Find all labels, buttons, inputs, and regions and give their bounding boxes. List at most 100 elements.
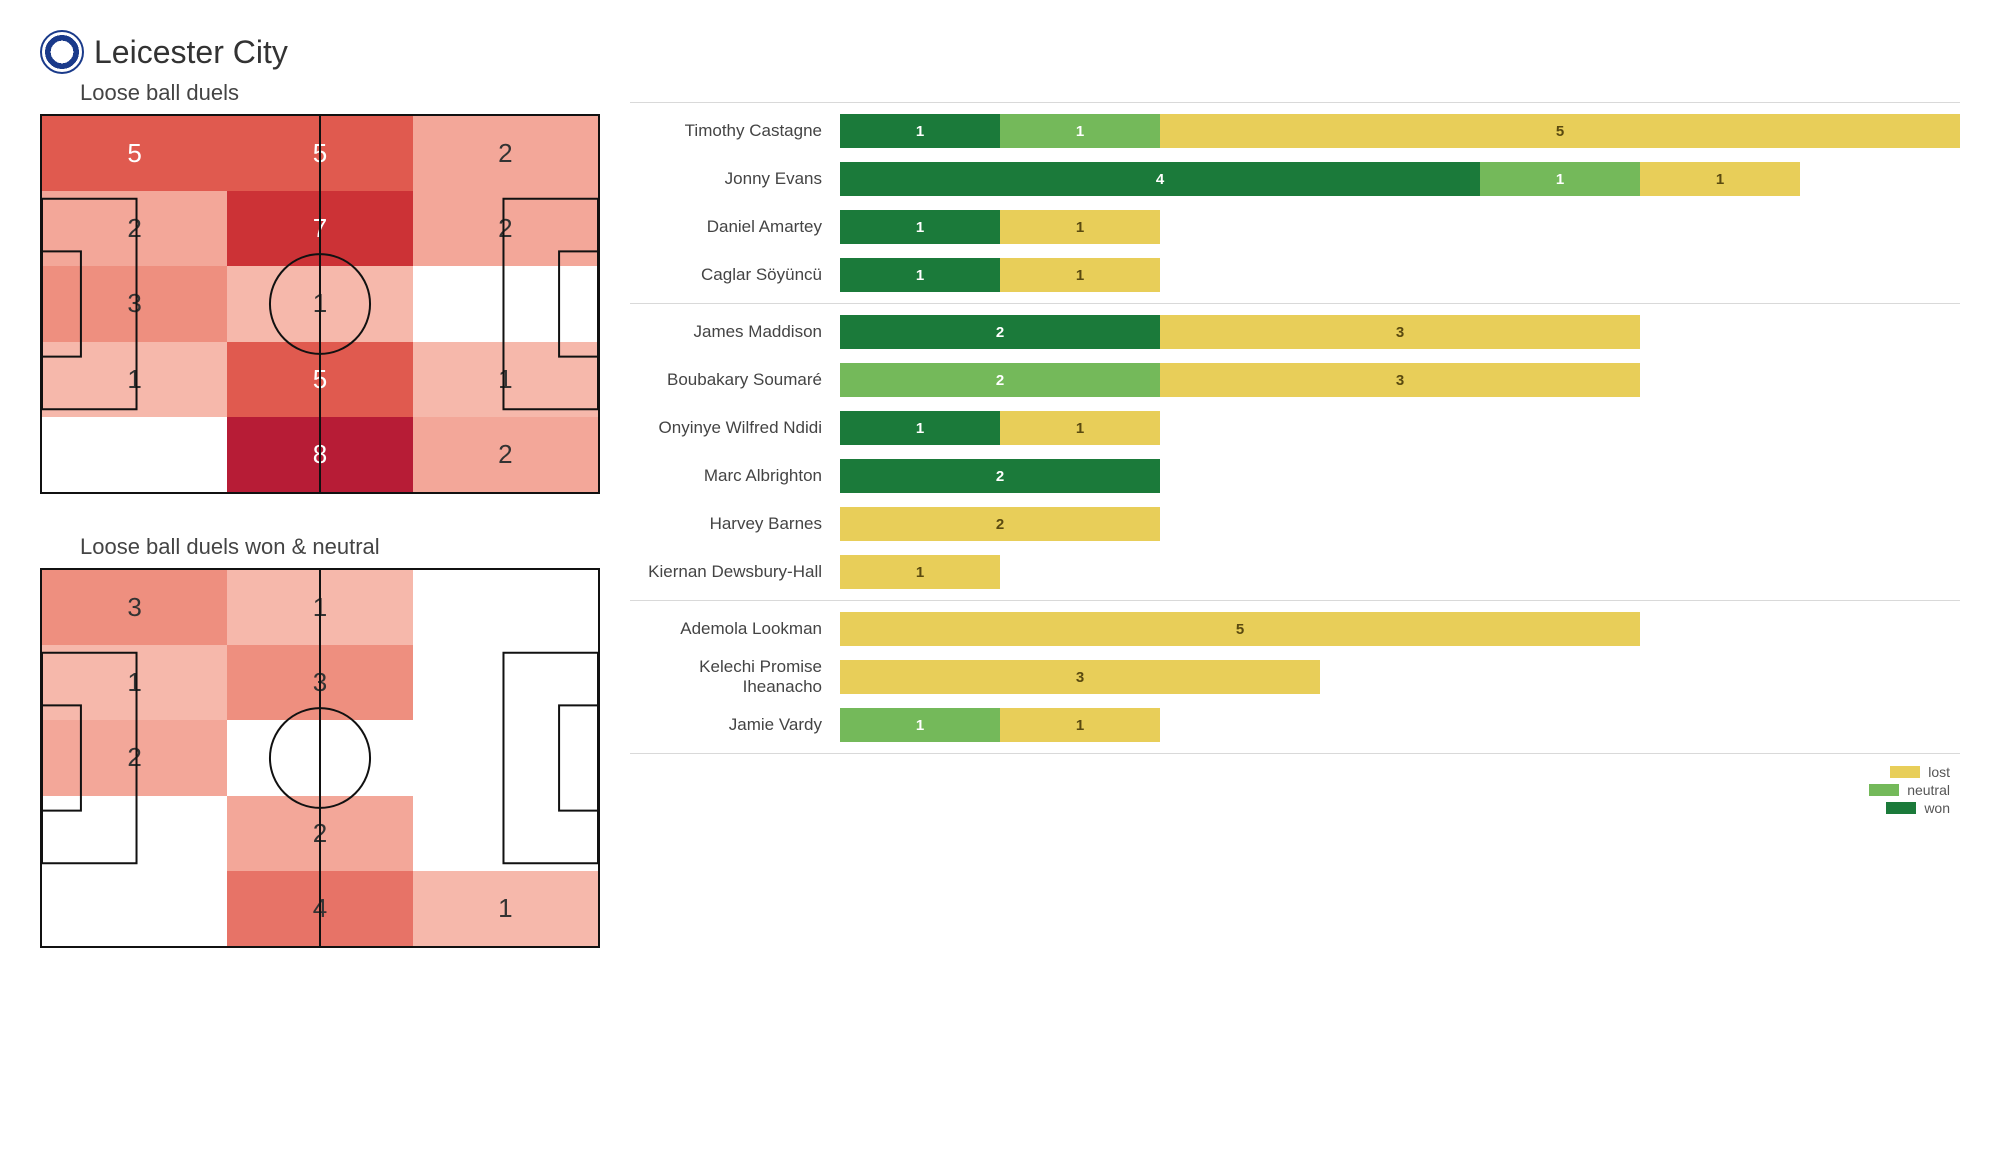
heatmap-cell: 2 (227, 796, 413, 871)
heatmap-cell (227, 720, 413, 795)
bar-segment-lost: 3 (1160, 363, 1640, 397)
bar-segment-lost: 1 (1640, 162, 1800, 196)
bar-segment-lost: 2 (840, 507, 1160, 541)
pitch-field: 31132241 (40, 568, 600, 948)
bar-track: 2 (840, 507, 1960, 541)
heatmap-cell: 5 (227, 116, 413, 191)
legend-item-lost: lost (1890, 764, 1950, 780)
heatmap-cell: 1 (42, 342, 227, 417)
heatmap-cell (413, 570, 598, 645)
player-row: Marc Albrighton2 (630, 452, 1960, 500)
player-row: Jonny Evans411 (630, 155, 1960, 203)
legend-item-won: won (1886, 800, 1950, 816)
bar-segment-lost: 1 (1000, 210, 1160, 244)
player-group: James Maddison23Boubakary Soumaré23Onyin… (630, 303, 1960, 600)
bar-segment-lost: 1 (840, 555, 1000, 589)
heatmap-cell (413, 720, 598, 795)
bar-legend: lost neutral won (630, 764, 1960, 816)
player-row: Boubakary Soumaré23 (630, 356, 1960, 404)
bar-segment-won: 2 (840, 315, 1160, 349)
legend-label: neutral (1907, 782, 1950, 798)
bar-track: 11 (840, 258, 1960, 292)
bar-track: 23 (840, 315, 1960, 349)
player-row: Caglar Söyüncü11 (630, 251, 1960, 299)
heatmap-cell: 3 (227, 645, 413, 720)
pitch-heatmap: Loose ball duels5522723115182 (40, 80, 600, 494)
heatmap-cell: 2 (42, 720, 227, 795)
bar-track: 11 (840, 411, 1960, 445)
player-name-label: Kelechi Promise Iheanacho (630, 657, 840, 696)
page-header: Leicester City (40, 30, 1960, 74)
heatmap-cell (413, 796, 598, 871)
player-name-label: Caglar Söyüncü (630, 265, 840, 285)
heatmap-cell (413, 266, 598, 341)
bar-segment-lost: 5 (1160, 114, 1960, 148)
heatmap-cell: 2 (413, 116, 598, 191)
player-name-label: James Maddison (630, 322, 840, 342)
player-row: Kiernan Dewsbury-Hall1 (630, 548, 1960, 596)
heatmap-cell: 2 (42, 191, 227, 266)
heatmap-cell: 3 (42, 266, 227, 341)
heatmap-cell: 2 (413, 191, 598, 266)
player-name-label: Jamie Vardy (630, 715, 840, 735)
heatmap-cell: 5 (42, 116, 227, 191)
player-name-label: Marc Albrighton (630, 466, 840, 486)
bar-track: 23 (840, 363, 1960, 397)
player-name-label: Kiernan Dewsbury-Hall (630, 562, 840, 582)
bar-segment-lost: 1 (1000, 708, 1160, 742)
heatmap-cell: 5 (227, 342, 413, 417)
player-row: Daniel Amartey11 (630, 203, 1960, 251)
heatmap-cell: 7 (227, 191, 413, 266)
player-row: Jamie Vardy11 (630, 701, 1960, 749)
pitch-title: Loose ball duels (80, 80, 600, 106)
bar-segment-won: 4 (840, 162, 1480, 196)
content-grid: Loose ball duels5522723115182Loose ball … (40, 80, 1960, 948)
bar-track: 115 (840, 114, 1960, 148)
bar-segment-won: 1 (840, 210, 1000, 244)
bar-track: 11 (840, 708, 1960, 742)
player-name-label: Harvey Barnes (630, 514, 840, 534)
bar-segment-neutral: 1 (840, 708, 1000, 742)
player-row: Ademola Lookman5 (630, 605, 1960, 653)
bar-segment-lost: 3 (840, 660, 1320, 694)
legend-label: won (1924, 800, 1950, 816)
bar-track: 1 (840, 555, 1960, 589)
bar-track: 2 (840, 459, 1960, 493)
player-name-label: Boubakary Soumaré (630, 370, 840, 390)
heatmap-cell: 1 (413, 342, 598, 417)
bar-segment-neutral: 1 (1000, 114, 1160, 148)
bar-segment-won: 1 (840, 411, 1000, 445)
player-name-label: Timothy Castagne (630, 121, 840, 141)
heatmap-cell (42, 871, 227, 946)
heatmap-cell (413, 645, 598, 720)
pitch-field: 5522723115182 (40, 114, 600, 494)
legend-swatch (1886, 802, 1916, 814)
heatmap-cell: 2 (413, 417, 598, 492)
legend-swatch (1869, 784, 1899, 796)
bar-track: 5 (840, 612, 1960, 646)
bar-segment-lost: 5 (840, 612, 1640, 646)
player-row: Kelechi Promise Iheanacho3 (630, 653, 1960, 701)
player-row: James Maddison23 (630, 308, 1960, 356)
page-title: Leicester City (94, 34, 288, 71)
player-group: Ademola Lookman5Kelechi Promise Iheanach… (630, 600, 1960, 753)
player-row: Timothy Castagne115 (630, 107, 1960, 155)
player-name-label: Jonny Evans (630, 169, 840, 189)
club-badge-icon (40, 30, 84, 74)
bar-segment-neutral: 2 (840, 363, 1160, 397)
heatmap-cell: 4 (227, 871, 413, 946)
heatmap-cell: 8 (227, 417, 413, 492)
player-name-label: Daniel Amartey (630, 217, 840, 237)
heatmap-cell: 1 (227, 266, 413, 341)
bar-segment-neutral: 1 (1480, 162, 1640, 196)
bar-segment-won: 1 (840, 114, 1000, 148)
player-name-label: Ademola Lookman (630, 619, 840, 639)
pitch-heatmap: Loose ball duels won & neutral31132241 (40, 534, 600, 948)
heatmap-cell: 1 (42, 645, 227, 720)
player-name-label: Onyinye Wilfred Ndidi (630, 418, 840, 438)
bar-chart-wrap: Timothy Castagne115Jonny Evans411Daniel … (630, 80, 1960, 816)
player-row: Harvey Barnes2 (630, 500, 1960, 548)
bar-segment-won: 2 (840, 459, 1160, 493)
legend-label: lost (1928, 764, 1950, 780)
pitch-column: Loose ball duels5522723115182Loose ball … (40, 80, 600, 948)
